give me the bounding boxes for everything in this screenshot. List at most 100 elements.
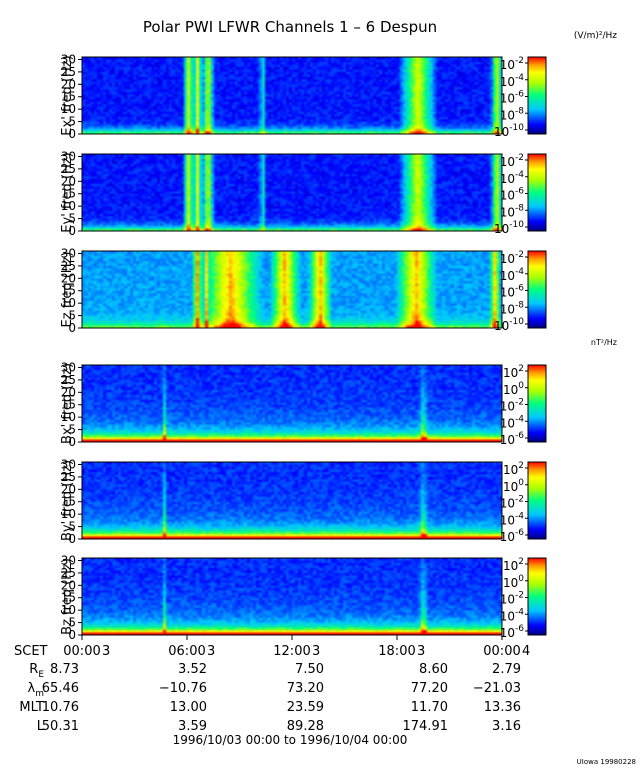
ephemeris-value: 89.28 xyxy=(287,719,324,734)
colorbar-tick-label: 10-2 xyxy=(500,56,524,72)
y-tick-label: 20 xyxy=(61,174,76,188)
colorbar-3: 10-210-410-610-810-10 xyxy=(494,250,547,333)
day-tick-label: 3 xyxy=(312,644,320,659)
y-tick-label: 20 xyxy=(61,578,76,592)
colorbar-tick-label: 10-8 xyxy=(500,300,525,316)
colorbar-unit-e: (V/m)²/Hz xyxy=(574,31,617,41)
colorbar-scale xyxy=(527,153,547,232)
colorbar-tick-label: 10-4 xyxy=(500,414,525,430)
y-tick-label: 5 xyxy=(68,616,76,630)
ephemeris-value: 11.70 xyxy=(411,700,448,715)
colorbar-tick-label: 10-6 xyxy=(500,284,525,300)
colorbar-tick-label: 102 xyxy=(503,557,524,573)
ephemeris-value: 7.50 xyxy=(295,662,324,677)
y-tick-label: 5 xyxy=(68,423,76,437)
panel-frame xyxy=(81,250,503,329)
colorbar-tick-label: 10-4 xyxy=(500,170,525,186)
colorbar-tick-label: 10-10 xyxy=(494,123,524,139)
colorbar-1: 10-210-410-610-810-10 xyxy=(494,56,547,139)
colorbar-tick-label: 100 xyxy=(503,478,524,494)
ephemeris-value: 2.79 xyxy=(492,662,521,677)
time-tick-label: 00:00 xyxy=(483,644,520,659)
panel-frame xyxy=(81,56,503,135)
colorbar-tick-label: 10-4 xyxy=(500,267,525,283)
y-tick-label: 10 xyxy=(61,507,76,521)
y-axis-label: Ez freq (Hz) xyxy=(60,252,75,328)
colorbar-tick-label: 10-10 xyxy=(494,220,524,236)
colorbar-scale xyxy=(527,56,547,135)
y-tick-label: 25 xyxy=(61,470,76,484)
y-tick-label: 10 xyxy=(61,296,76,310)
ephemeris-label: MLT xyxy=(19,700,44,715)
ephemeris-value: 3.16 xyxy=(492,719,521,734)
ephemeris-value: 8.73 xyxy=(50,662,79,677)
time-tick-label: 18:00 xyxy=(378,644,415,659)
colorbar-tick-label: 102 xyxy=(503,364,524,380)
y-axis-label: Ey' freq (Hz) xyxy=(60,152,75,232)
colorbar-tick-label: 100 xyxy=(503,574,524,590)
time-axis: SCET 00:00 3 06:00 3 12:00 3 18:00 3 00:00 4 xyxy=(14,635,530,659)
y-tick-label: 25 xyxy=(61,566,76,580)
ephemeris-value: 23.59 xyxy=(287,700,324,715)
y-tick-label: 25 xyxy=(61,65,76,79)
y-tick-label: 15 xyxy=(61,90,76,104)
ephemeris-value: −21.03 xyxy=(473,681,521,696)
y-axis-label: By' freq (Hz) xyxy=(60,460,75,541)
day-tick-label: 3 xyxy=(102,644,110,659)
y-tick-label: 0 xyxy=(68,321,76,335)
y-tick-label: 10 xyxy=(61,603,76,617)
colorbar-tick-label: 10-6 xyxy=(500,187,525,203)
y-tick-label: 0 xyxy=(68,628,76,642)
date-range: 1996/10/03 00:00 to 1996/10/04 00:00 xyxy=(173,733,408,747)
spectrogram-heatmap xyxy=(82,365,502,442)
ephemeris-value: 65.46 xyxy=(42,681,79,696)
y-tick-label: 0 xyxy=(68,127,76,141)
y-tick-label: 25 xyxy=(61,259,76,273)
colorbar-tick-label: 10-6 xyxy=(500,431,525,447)
time-tick-label: 00:00 xyxy=(63,644,100,659)
panel-frame xyxy=(81,153,503,232)
y-tick-label: 5 xyxy=(68,212,76,226)
y-tick-label: 15 xyxy=(61,495,76,509)
figure-title: Polar PWI LFWR Channels 1 – 6 Despun xyxy=(143,18,437,36)
y-tick-label: 0 xyxy=(68,224,76,238)
colorbar-tick-label: 10-4 xyxy=(500,607,525,623)
time-axis-label: SCET xyxy=(14,644,48,659)
colorbar-tick-label: 10-8 xyxy=(500,203,525,219)
y-tick-label: 5 xyxy=(68,520,76,534)
ephemeris-value: 174.91 xyxy=(403,719,449,734)
colorbar-tick-label: 10-8 xyxy=(500,106,525,122)
spectrogram-heatmap xyxy=(82,251,502,328)
colorbar-tick-label: 10-2 xyxy=(500,153,524,169)
panel-frame xyxy=(81,461,503,540)
spectrogram-heatmap xyxy=(82,57,502,134)
y-tick-label: 20 xyxy=(61,385,76,399)
day-tick-label: 3 xyxy=(207,644,215,659)
colorbar-tick-label: 100 xyxy=(503,381,524,397)
panel-frame xyxy=(81,364,503,443)
y-tick-label: 0 xyxy=(68,532,76,546)
y-tick-label: 30 xyxy=(61,457,76,471)
ephemeris-value: 3.52 xyxy=(178,662,207,677)
colorbar-scale xyxy=(527,461,547,540)
y-tick-label: 10 xyxy=(61,199,76,213)
ephemeris-value: 50.31 xyxy=(42,719,79,734)
ephemeris-value: 77.20 xyxy=(411,681,448,696)
spectrogram-heatmap xyxy=(82,558,502,635)
y-tick-label: 30 xyxy=(61,553,76,567)
y-tick-label: 15 xyxy=(61,398,76,412)
ephemeris-value: 13.00 xyxy=(170,700,207,715)
y-tick-label: 5 xyxy=(68,115,76,129)
ephemeris-value: 10.76 xyxy=(42,700,79,715)
colorbar-tick-label: 10-4 xyxy=(500,511,525,527)
colorbar-tick-label: 10-2 xyxy=(500,398,524,414)
y-tick-label: 15 xyxy=(61,187,76,201)
